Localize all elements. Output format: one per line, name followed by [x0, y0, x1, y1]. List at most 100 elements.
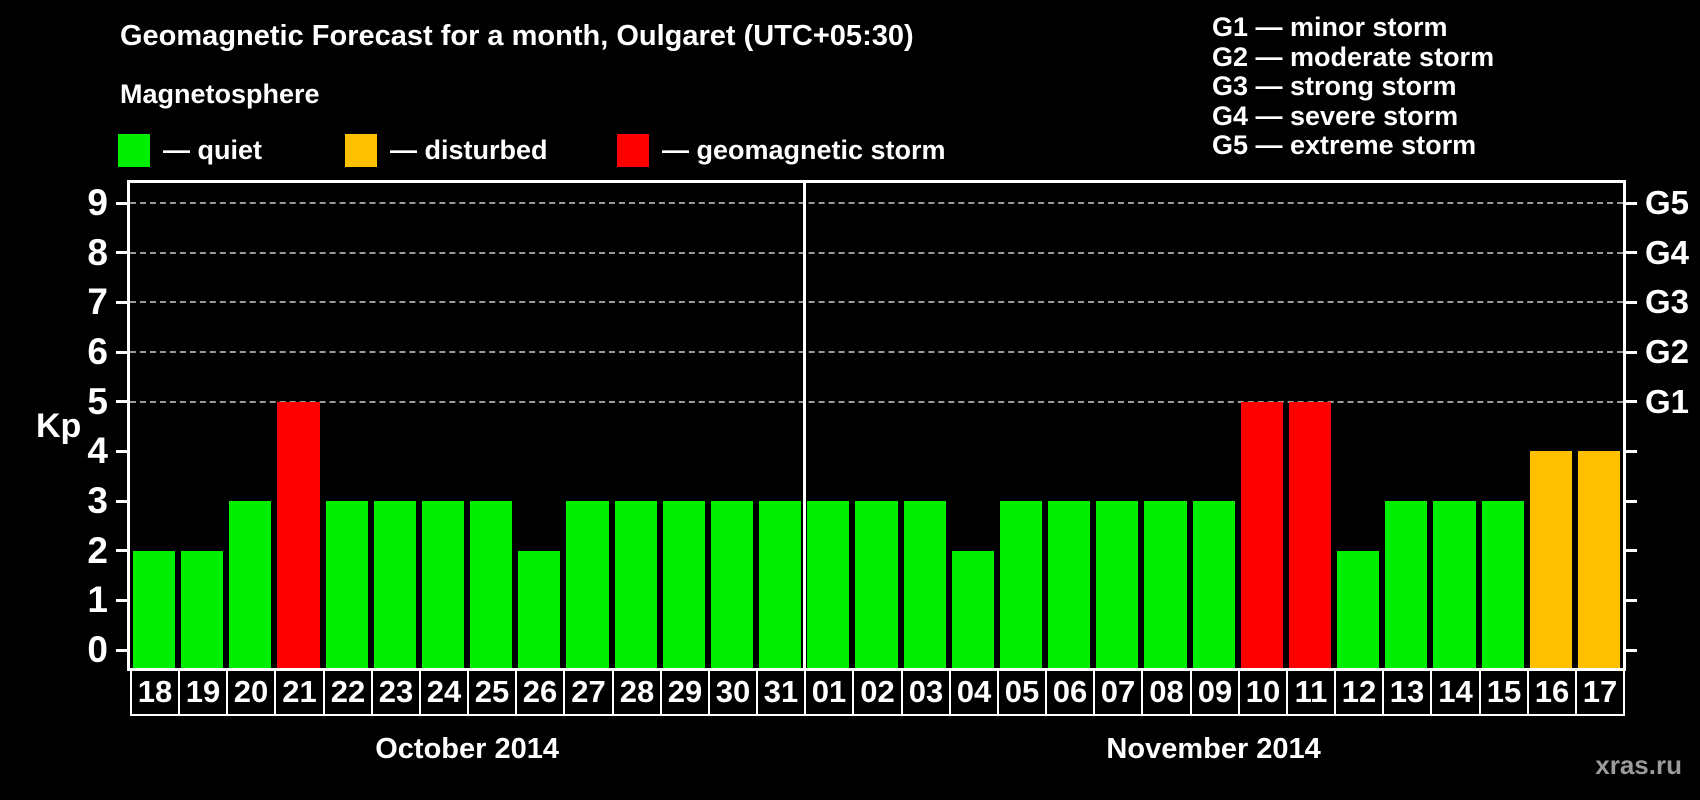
kp-bar-day-30 — [710, 501, 754, 668]
g-scale-legend-line-1: G1 — minor storm — [1212, 12, 1448, 42]
day-label-11: 11 — [1286, 668, 1336, 716]
day-label-12: 12 — [1334, 668, 1384, 716]
kp-bar-day-19 — [181, 550, 224, 668]
storm-color-swatch — [617, 133, 649, 167]
y-tick-left-0 — [116, 648, 130, 652]
y-tick-right-1 — [1623, 598, 1637, 602]
quiet-color-swatch — [118, 133, 150, 167]
disturbed-color-swatch — [345, 133, 377, 167]
y-tick-label-6: 6 — [87, 331, 108, 372]
g-level-label-g2: G2 — [1645, 333, 1690, 370]
kp-bar-day-10 — [1240, 401, 1283, 668]
kp-bar-day-03 — [903, 501, 946, 668]
day-label-13: 13 — [1382, 668, 1432, 716]
kp-bar-day-20 — [229, 501, 272, 668]
chart-title: Geomagnetic Forecast for a month, Oulgar… — [120, 20, 914, 52]
day-label-25: 25 — [467, 668, 517, 716]
kp-bar-day-27 — [566, 501, 609, 668]
day-label-02: 02 — [852, 668, 903, 716]
y-tick-right-7 — [1623, 300, 1637, 304]
y-tick-left-5 — [116, 400, 130, 404]
kp-bar-day-26 — [518, 550, 561, 668]
y-tick-left-1 — [116, 598, 130, 602]
day-label-27: 27 — [563, 668, 614, 716]
day-label-15: 15 — [1479, 668, 1529, 716]
g-scale-legend: G1 — minor storm G2 — moderate storm G3 — … — [1212, 12, 1495, 161]
day-label-28: 28 — [612, 668, 662, 716]
magnetosphere-label: Magnetosphere — [120, 79, 320, 109]
g-scale-legend-line-4: G4 — severe storm — [1212, 100, 1459, 131]
y-tick-left-4 — [116, 449, 130, 453]
kp-bar-day-23 — [373, 501, 416, 668]
y-tick-left-8 — [116, 251, 130, 255]
gridline-kp-6 — [130, 351, 1623, 353]
kp-bar-day-11 — [1288, 401, 1332, 668]
kp-bar-day-04 — [951, 550, 994, 668]
y-axis-title: Kp — [36, 407, 82, 445]
month-separator-line — [802, 183, 806, 668]
kp-bar-day-08 — [1144, 501, 1187, 668]
day-label-26: 26 — [515, 668, 565, 716]
gridline-kp-8 — [130, 251, 1623, 254]
day-label-22: 22 — [323, 668, 373, 716]
day-label-18: 18 — [130, 668, 180, 716]
y-tick-right-4 — [1623, 449, 1637, 453]
legend-label-disturbed: — disturbed — [390, 134, 548, 165]
gridline-kp-9 — [130, 202, 1623, 204]
kp-bar-day-16 — [1529, 451, 1572, 668]
day-label-14: 14 — [1430, 668, 1481, 716]
day-label-21: 21 — [274, 668, 325, 716]
day-label-04: 04 — [949, 668, 999, 716]
y-tick-left-3 — [116, 499, 130, 503]
day-label-05: 05 — [997, 668, 1047, 716]
day-label-30: 30 — [708, 668, 758, 716]
gridline-kp-5 — [130, 400, 1623, 403]
day-label-09: 09 — [1190, 668, 1240, 716]
day-label-24: 24 — [419, 668, 469, 716]
day-label-16: 16 — [1527, 668, 1577, 716]
g-scale-legend-line-5: G5 — extreme storm — [1212, 130, 1477, 161]
kp-bar-day-15 — [1481, 501, 1524, 668]
kp-bar-day-24 — [421, 501, 465, 668]
kp-bar-day-06 — [1048, 501, 1091, 668]
kp-bar-day-05 — [999, 501, 1043, 668]
kp-bar-day-12 — [1337, 550, 1380, 668]
legend-item-storm: — geomagnetic storm — [617, 133, 946, 167]
day-label-01: 01 — [804, 668, 854, 716]
y-tick-left-7 — [116, 300, 130, 304]
g-level-label-g5: G5 — [1645, 184, 1690, 221]
y-tick-right-6 — [1623, 350, 1637, 354]
kp-bar-day-22 — [325, 501, 368, 668]
month-label-november: November 2014 — [1106, 733, 1321, 765]
y-tick-right-9 — [1623, 201, 1637, 205]
kp-bar-day-09 — [1192, 501, 1235, 668]
y-tick-right-8 — [1623, 251, 1637, 255]
day-label-19: 19 — [178, 668, 228, 716]
kp-bar-day-13 — [1385, 501, 1428, 668]
kp-bar-day-18 — [133, 550, 176, 668]
kp-bar-day-29 — [662, 501, 705, 668]
kp-bar-day-14 — [1433, 501, 1476, 668]
legend-item-disturbed: — disturbed — [345, 133, 548, 167]
y-tick-left-9 — [116, 201, 130, 205]
y-tick-right-2 — [1623, 549, 1637, 553]
day-label-08: 08 — [1141, 668, 1192, 716]
legend-item-quiet: — quiet — [118, 133, 262, 167]
kp-bar-day-02 — [855, 501, 898, 668]
y-tick-label-5: 5 — [87, 380, 108, 422]
g-scale-legend-line-2: G2 — moderate storm — [1212, 41, 1495, 72]
y-tick-right-5 — [1623, 400, 1637, 404]
kp-bar-day-25 — [470, 501, 513, 668]
kp-bar-day-31 — [759, 501, 802, 668]
y-tick-right-3 — [1623, 499, 1637, 503]
day-label-20: 20 — [226, 668, 276, 716]
g-level-label-g1: G1 — [1645, 382, 1690, 420]
y-tick-label-8: 8 — [87, 231, 108, 273]
day-label-10: 10 — [1238, 668, 1288, 716]
day-label-07: 07 — [1093, 668, 1143, 716]
y-tick-label-7: 7 — [87, 281, 108, 323]
y-tick-label-1: 1 — [87, 579, 108, 621]
legend-label-quiet: — quiet — [163, 134, 262, 165]
gridline-kp-7 — [130, 301, 1623, 304]
